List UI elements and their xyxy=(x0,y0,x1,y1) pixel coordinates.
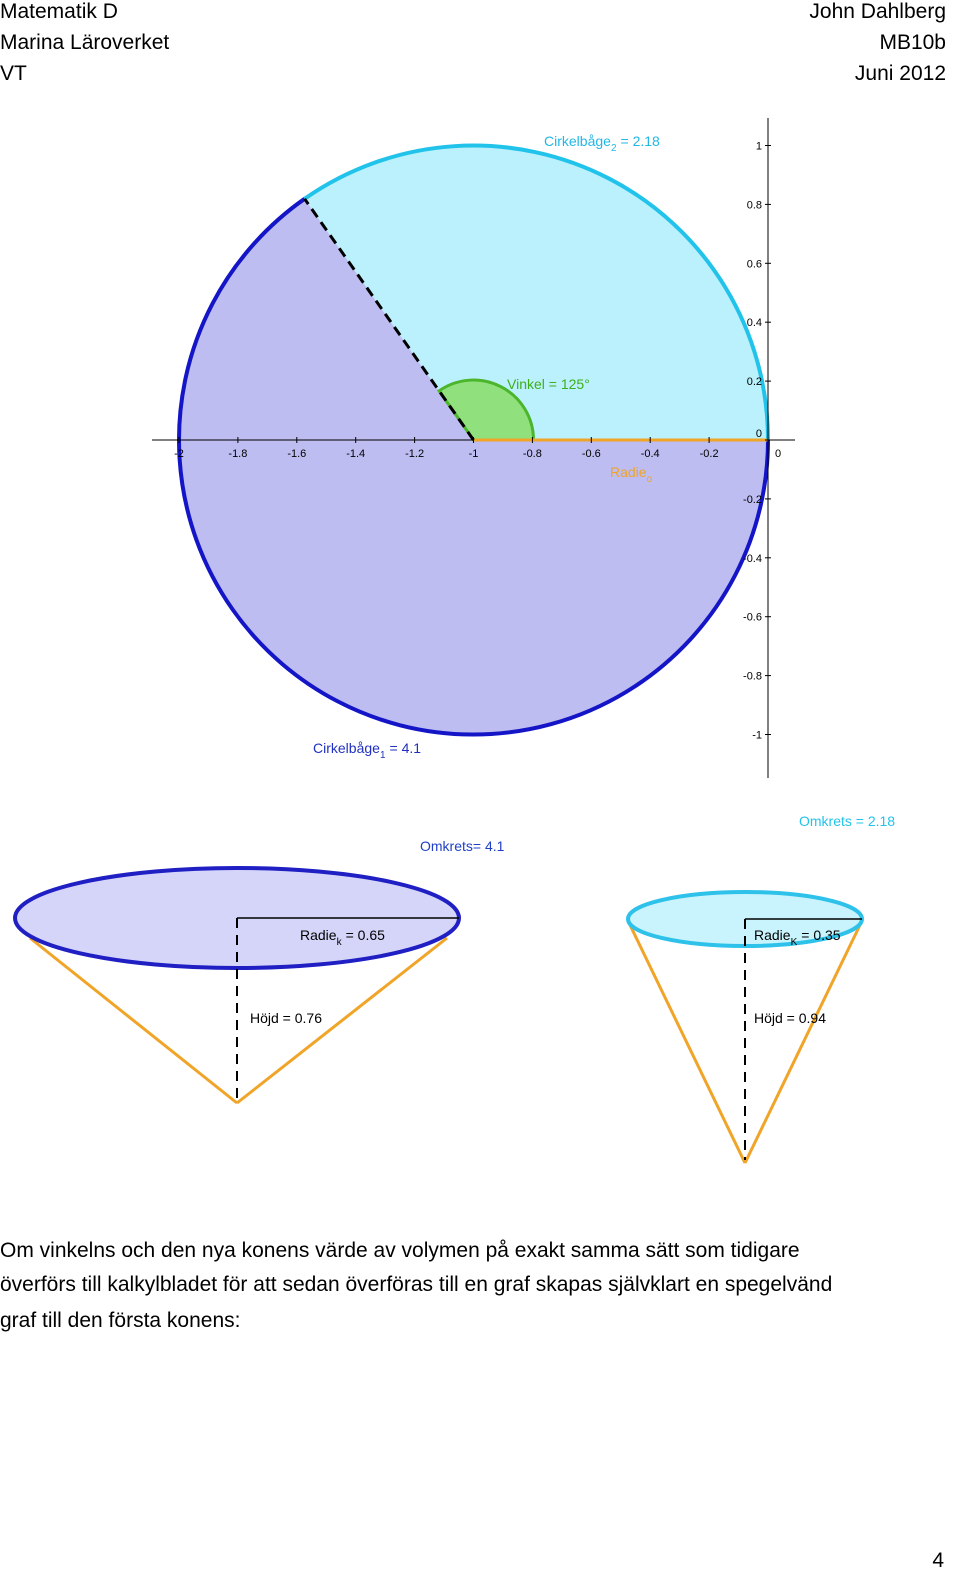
cone-side xyxy=(743,924,862,1164)
label-name: Cirkelbåge xyxy=(544,133,611,149)
x-tick-label: 0 xyxy=(775,448,781,460)
y-tick-label: 1 xyxy=(756,141,762,153)
circumference-label: Omkrets= 4.1 xyxy=(420,838,505,854)
label-sub: 1 xyxy=(380,750,386,761)
arc-1-label: Cirkelbåge1 = 4.1 xyxy=(313,740,421,761)
header-right: Juni 2012 xyxy=(855,62,946,85)
angle-marker xyxy=(437,378,536,442)
header-left: VT xyxy=(0,62,27,85)
label-sub: K xyxy=(791,937,798,948)
angle-label: Vinkel = 125° xyxy=(507,376,590,392)
cone-side xyxy=(628,924,747,1164)
header-left: Matematik D xyxy=(0,0,118,23)
x-tick-label: -1.2 xyxy=(405,448,424,460)
y-tick-label: -0.2 xyxy=(743,494,762,506)
header-right: John Dahlberg xyxy=(809,0,946,23)
label-name: Radie xyxy=(754,927,791,943)
y-tick-label: 0 xyxy=(756,428,762,440)
y-tick-label: -1 xyxy=(752,730,762,742)
height-label: Höjd = 0.94 xyxy=(754,1010,826,1026)
y-tick-label: 0.2 xyxy=(747,376,762,388)
small-sector xyxy=(304,145,768,440)
x-tick-label: -0.6 xyxy=(582,448,601,460)
header-right: MB10b xyxy=(879,31,946,54)
label-value: = 0.65 xyxy=(346,927,386,943)
label-value: = 4.1 xyxy=(390,740,422,756)
header-left: Marina Läroverket xyxy=(0,31,169,54)
large-sector xyxy=(179,198,769,735)
circle-figure: -2 -1.8 -1.6 -1.4 -1.2 -1 -0.8 -0.6 -0.4 -0.2 0 1 0.… xyxy=(152,118,795,778)
radius-label: RadieK = 0.35 xyxy=(754,927,841,948)
label-name: Radie xyxy=(300,927,337,943)
x-tick-label: -1 xyxy=(469,448,479,460)
x-tick-label: -0.2 xyxy=(700,448,719,460)
paragraph-line: Om vinkelns och den nya konens värde av … xyxy=(0,1239,800,1262)
cone-side xyxy=(236,936,448,1105)
radius-label: Radiek = 0.65 xyxy=(300,927,385,948)
arc-1 xyxy=(177,197,770,737)
x-tick-label: -0.8 xyxy=(523,448,542,460)
cone-2: Omkrets = 2.18 RadieK = 0.35 Höjd = 0.94 xyxy=(626,813,895,1164)
y-tick-label: -0.8 xyxy=(743,671,762,683)
label-name: Cirkelbåge xyxy=(313,740,380,756)
label-sub: 2 xyxy=(611,143,617,154)
paragraph-line: graf till den första konens: xyxy=(0,1309,240,1332)
cone-1: Omkrets= 4.1 Radiek = 0.65 Höjd = 0.76 xyxy=(13,838,505,1105)
arc-2-label: Cirkelbåge2 = 2.18 xyxy=(544,133,660,154)
x-tick-label: -0.4 xyxy=(641,448,660,460)
arc-2 xyxy=(303,143,770,441)
x-tick-label: -1.6 xyxy=(287,448,306,460)
label-value: = 2.18 xyxy=(621,133,661,149)
page-number: 4 xyxy=(932,1549,944,1572)
axis-ticks: -2 -1.8 -1.6 -1.4 -1.2 -1 -0.8 -0.6 -0.4 -0.2 0 1 0.… xyxy=(174,141,781,742)
height-label: Höjd = 0.76 xyxy=(250,1010,322,1026)
label-name: Radie xyxy=(610,464,647,480)
label-sub: k xyxy=(337,937,343,948)
y-tick-label: -0.6 xyxy=(743,612,762,624)
x-tick-label: -2 xyxy=(174,448,184,460)
y-tick-label: -0.4 xyxy=(743,553,762,565)
label-value: = 0.35 xyxy=(801,927,841,943)
radius-label: Radieo xyxy=(610,464,653,485)
y-tick-label: 0.4 xyxy=(747,317,762,329)
x-tick-label: -1.4 xyxy=(346,448,365,460)
label-sub: o xyxy=(647,474,653,485)
y-tick-label: 0.6 xyxy=(747,258,762,270)
circumference-label: Omkrets = 2.18 xyxy=(799,813,895,829)
y-tick-label: 0.8 xyxy=(747,199,762,211)
paragraph-line: överförs till kalkylbladet för att sedan… xyxy=(0,1273,832,1296)
cut-line xyxy=(303,197,475,441)
cone-side xyxy=(29,936,238,1105)
x-tick-label: -1.8 xyxy=(228,448,247,460)
